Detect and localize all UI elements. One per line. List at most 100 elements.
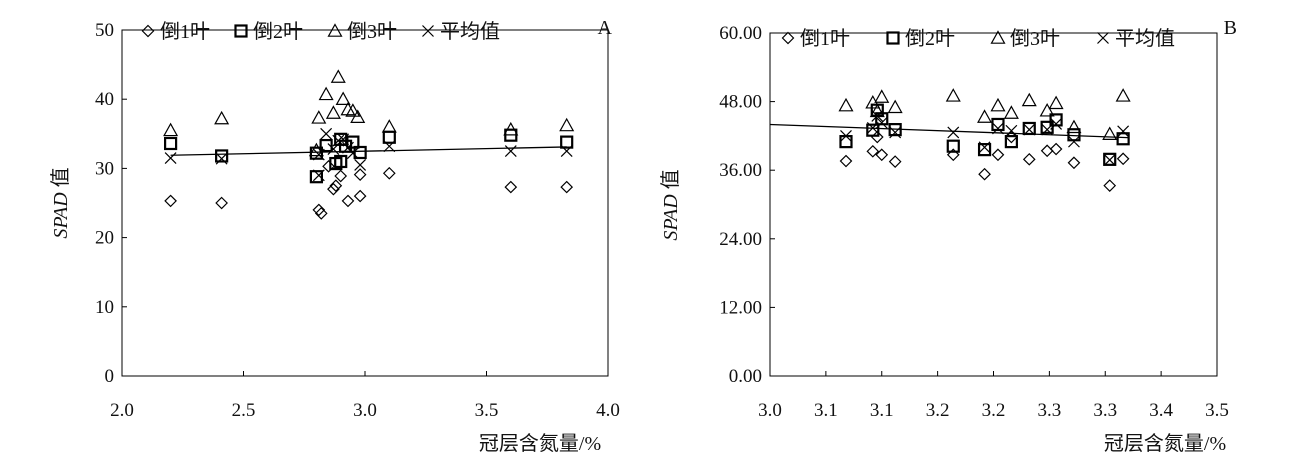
panel-a: 0 10 20 30 40 50 2.0 2.5 3.0 3.5 4.0 A 冠层含氮量/% SPA… <box>49 17 620 455</box>
series-b-1-point-0 <box>839 135 853 149</box>
legend-item-a-3: 平均值 <box>422 20 500 43</box>
series-a-3-point-3 <box>312 148 325 161</box>
y-tick-label-b: 12.00 <box>719 297 762 318</box>
legend-item-b-1: 倒2叶 <box>886 27 955 50</box>
series-a-2-point-9 <box>350 109 366 123</box>
series-a-1-point-10 <box>382 130 396 144</box>
trendline-b <box>769 123 1128 139</box>
x-tick-label-a: 4.0 <box>596 400 620 421</box>
series-b-2-point-7 <box>1003 105 1019 119</box>
series-a-3-point-9 <box>354 159 367 171</box>
series-b-2-point-8 <box>1021 92 1037 107</box>
marks-b <box>769 88 1131 192</box>
series-b-2 <box>838 88 1131 140</box>
series-b-1-point-8 <box>1022 121 1036 136</box>
y-tick-label-a: 10 <box>95 297 114 318</box>
series-b-1-point-1 <box>866 123 880 137</box>
series-b-3 <box>840 109 1130 166</box>
x-tick-label-b: 3.4 <box>1149 400 1173 421</box>
series-b-3-point-6 <box>992 122 1004 135</box>
y-tick-label-a: 0 <box>105 366 115 387</box>
series-a-0-point-9 <box>353 168 367 181</box>
series-b-0-point-5 <box>978 167 991 181</box>
series-b-1-point-4 <box>946 139 960 153</box>
series-a-0-point-13 <box>322 159 335 173</box>
series-a-2-point-6 <box>335 91 351 106</box>
series-b-3-point-3 <box>889 126 902 139</box>
legend-label-b-3: 平均值 <box>1115 27 1175 50</box>
series-b-3-point-9 <box>1041 123 1054 136</box>
y-axis-title-b: SPAD 值 <box>659 169 682 240</box>
legend-item-b-2: 倒3叶 <box>990 27 1060 50</box>
series-b-3-point-11 <box>1068 135 1080 148</box>
series-a-1-point-6 <box>334 154 348 169</box>
legend-label-b-1: 倒2叶 <box>905 27 955 50</box>
series-b-0-point-11 <box>1067 156 1081 170</box>
x-axis-title-a: 冠层含氮量/% <box>479 432 601 455</box>
series-a-2-point-11 <box>503 121 519 136</box>
series-a-3-point-5 <box>327 143 340 155</box>
series-a-0-point-7 <box>341 194 355 208</box>
series-a-1-point-13 <box>334 132 348 146</box>
x-tick-label-a: 2.5 <box>232 400 256 421</box>
series-b-1-point-10 <box>1049 113 1063 127</box>
series-b-0 <box>839 130 1130 192</box>
series-a-3 <box>164 127 573 182</box>
panel-label-a: A <box>598 17 613 39</box>
series-a-0 <box>164 159 574 220</box>
x-tick-label-b: 3.1 <box>814 400 838 421</box>
x-tick-label-b: 3.2 <box>926 400 950 421</box>
series-b-2-point-11 <box>1066 119 1082 134</box>
series-a-0-point-8 <box>353 189 367 203</box>
legend-item-a-2: 倒3叶 <box>327 20 397 43</box>
legend-marker-b-point-3 <box>1097 32 1109 44</box>
series-b-0-point-8 <box>1022 152 1036 166</box>
y-tick-label-b: 48.00 <box>719 92 762 113</box>
series-b-2-point-3 <box>887 99 903 114</box>
plot-area-b <box>769 32 1218 377</box>
svg-text:SPAD值: SPAD 值 <box>49 167 72 238</box>
x-tick-label-a: 3.5 <box>475 400 499 421</box>
legend-item-b-0: 倒1叶 <box>781 27 850 50</box>
legend-marker-b-point-1 <box>886 31 900 45</box>
y-tick-label-a: 20 <box>95 228 114 249</box>
series-b-3-point-12 <box>1103 153 1116 166</box>
y-axis-title-suffix-b: 值 <box>659 169 682 189</box>
legend-marker-a-point-1 <box>234 24 248 38</box>
series-b-3-point-14 <box>871 109 884 122</box>
series-b-3-point-4 <box>947 126 960 139</box>
series-a-2-point-13 <box>308 142 324 157</box>
series-a-2-point-10 <box>381 119 397 133</box>
series-b-3-point-13 <box>1117 125 1130 138</box>
legend-label-b-0: 倒1叶 <box>800 27 850 50</box>
series-a-0-point-5 <box>327 182 340 196</box>
series-a-3-point-10 <box>383 140 396 153</box>
series-a-0-point-11 <box>504 180 518 194</box>
series-a-2-point-4 <box>325 105 341 119</box>
series-b-1-point-7 <box>1004 135 1018 149</box>
y-tick-label-a: 30 <box>95 158 114 179</box>
series-b-2-point-13 <box>1115 88 1131 102</box>
series-b-3-point-5 <box>978 141 991 154</box>
y-tick-label-b: 24.00 <box>719 229 762 250</box>
series-b-0-point-10 <box>1049 142 1063 156</box>
legend-marker-a-point-0 <box>141 24 155 38</box>
x-tick-label-a: 3.0 <box>353 400 377 421</box>
series-b-2-point-9 <box>1039 103 1055 117</box>
series-a-1-point-12 <box>560 135 574 149</box>
legend-item-a-1: 倒2叶 <box>234 20 303 43</box>
series-b-2-point-6 <box>990 97 1006 112</box>
series-a-3-point-4 <box>320 127 333 140</box>
series-b-1-point-3 <box>888 123 902 137</box>
series-b-0-point-12 <box>1103 179 1117 192</box>
series-b-3-point-7 <box>1005 124 1018 137</box>
y-tick-label-b: 0.00 <box>729 366 762 387</box>
series-b-1-point-11 <box>1067 128 1081 142</box>
trendline-a <box>170 146 567 156</box>
series-a-3-point-7 <box>337 133 350 146</box>
series-a-0-point-1 <box>215 196 228 210</box>
legend-marker-b-point-0 <box>781 31 795 45</box>
legend-label-a-0: 倒1叶 <box>160 20 210 43</box>
series-a-2-point-1 <box>214 110 230 125</box>
